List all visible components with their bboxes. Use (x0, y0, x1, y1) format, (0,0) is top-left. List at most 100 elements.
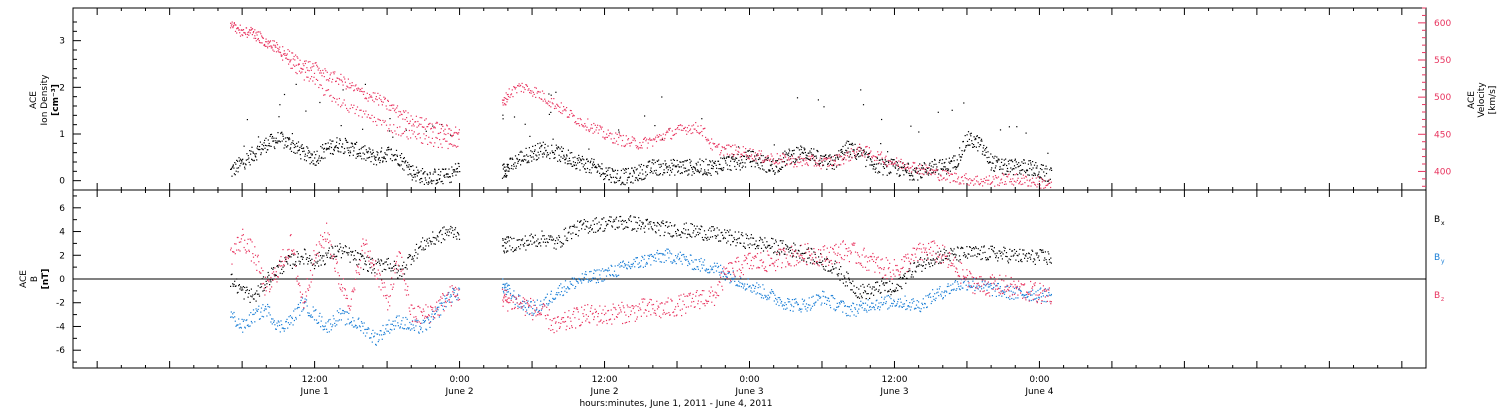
bx-point (524, 235, 526, 237)
by-point (283, 328, 285, 330)
velocity-point (267, 43, 269, 45)
by-point (427, 317, 429, 319)
bx-point (247, 296, 249, 298)
velocity-point (687, 131, 689, 133)
bx-point (813, 260, 816, 263)
velocity-point (257, 38, 259, 40)
by-point (287, 327, 289, 329)
velocity-point (818, 160, 820, 162)
velocity-point (708, 139, 710, 141)
velocity-point (640, 144, 642, 147)
by-point (306, 305, 308, 307)
by-point (524, 306, 526, 309)
density-point (797, 147, 799, 149)
density-point (639, 172, 641, 174)
by-point (508, 284, 510, 286)
bx-point (262, 276, 265, 278)
bx-point (452, 229, 454, 232)
bx-point (271, 267, 273, 269)
by-point (300, 299, 302, 301)
velocity-point (446, 140, 448, 142)
density-point (904, 170, 906, 172)
velocity-point (1024, 182, 1026, 184)
bx-point (522, 244, 524, 246)
bx-point (627, 226, 629, 229)
velocity-point (777, 163, 779, 165)
bx-point (640, 228, 642, 230)
density-point (375, 156, 377, 158)
velocity-point (890, 163, 892, 165)
bx-point (981, 258, 983, 260)
density-point (443, 175, 445, 177)
bx-point (558, 236, 561, 238)
density-point (303, 147, 305, 149)
bx-point (295, 261, 297, 263)
bx-point (696, 225, 698, 227)
bx-point (1033, 258, 1035, 260)
density-point (628, 176, 630, 178)
by-point (379, 330, 381, 332)
bx-point (511, 238, 513, 240)
density-point (383, 157, 385, 159)
velocity-point (946, 178, 948, 180)
velocity-point (692, 124, 695, 126)
density-point (508, 170, 510, 172)
velocity-point (275, 51, 278, 53)
by-point (458, 288, 461, 290)
bx-point (514, 248, 516, 250)
density-point (863, 149, 865, 151)
density-point (503, 174, 506, 177)
bx-point (730, 234, 732, 236)
density-point (318, 155, 320, 157)
density-point (581, 155, 583, 158)
by-point (657, 253, 659, 255)
velocity-point (282, 59, 284, 61)
density-point (553, 153, 556, 155)
density-point (437, 181, 439, 183)
density-point (844, 152, 846, 154)
density-point (689, 162, 691, 164)
density-point (445, 173, 447, 176)
bx-point (917, 261, 919, 263)
density-point (609, 174, 611, 176)
bx-point (1022, 249, 1024, 251)
velocity-point (583, 126, 585, 128)
density-point (339, 138, 341, 140)
velocity-point (782, 153, 784, 155)
velocity-point (452, 135, 454, 137)
velocity-point (378, 119, 380, 121)
velocity-point (892, 163, 894, 165)
density-point (724, 160, 727, 162)
density-point (868, 152, 871, 155)
bx-point (848, 279, 850, 281)
velocity-point (859, 143, 861, 145)
density-point (925, 171, 927, 174)
velocity-point (956, 181, 958, 183)
velocity-point (985, 176, 987, 178)
density-point (723, 158, 726, 160)
bx-point (998, 250, 1000, 252)
bx-point (315, 254, 318, 256)
density-point (919, 169, 921, 171)
density-point (835, 157, 837, 159)
bx-point (818, 256, 820, 258)
by-point (298, 306, 300, 309)
velocity-point (1046, 184, 1048, 186)
bx-point (519, 248, 521, 250)
bx-point (683, 228, 685, 230)
density-point (785, 153, 787, 156)
bx-point (720, 232, 722, 234)
by-point (517, 305, 519, 307)
velocity-point (581, 125, 584, 127)
density-point (299, 146, 301, 149)
density-point (571, 152, 573, 154)
bx-point (632, 228, 634, 230)
velocity-point (412, 118, 414, 120)
velocity-point (303, 65, 305, 67)
velocity-point (344, 81, 346, 83)
density-point (650, 169, 652, 171)
bx-point (938, 254, 940, 256)
velocity-point (905, 167, 907, 169)
density-point (1030, 164, 1032, 166)
density-point (542, 141, 544, 143)
